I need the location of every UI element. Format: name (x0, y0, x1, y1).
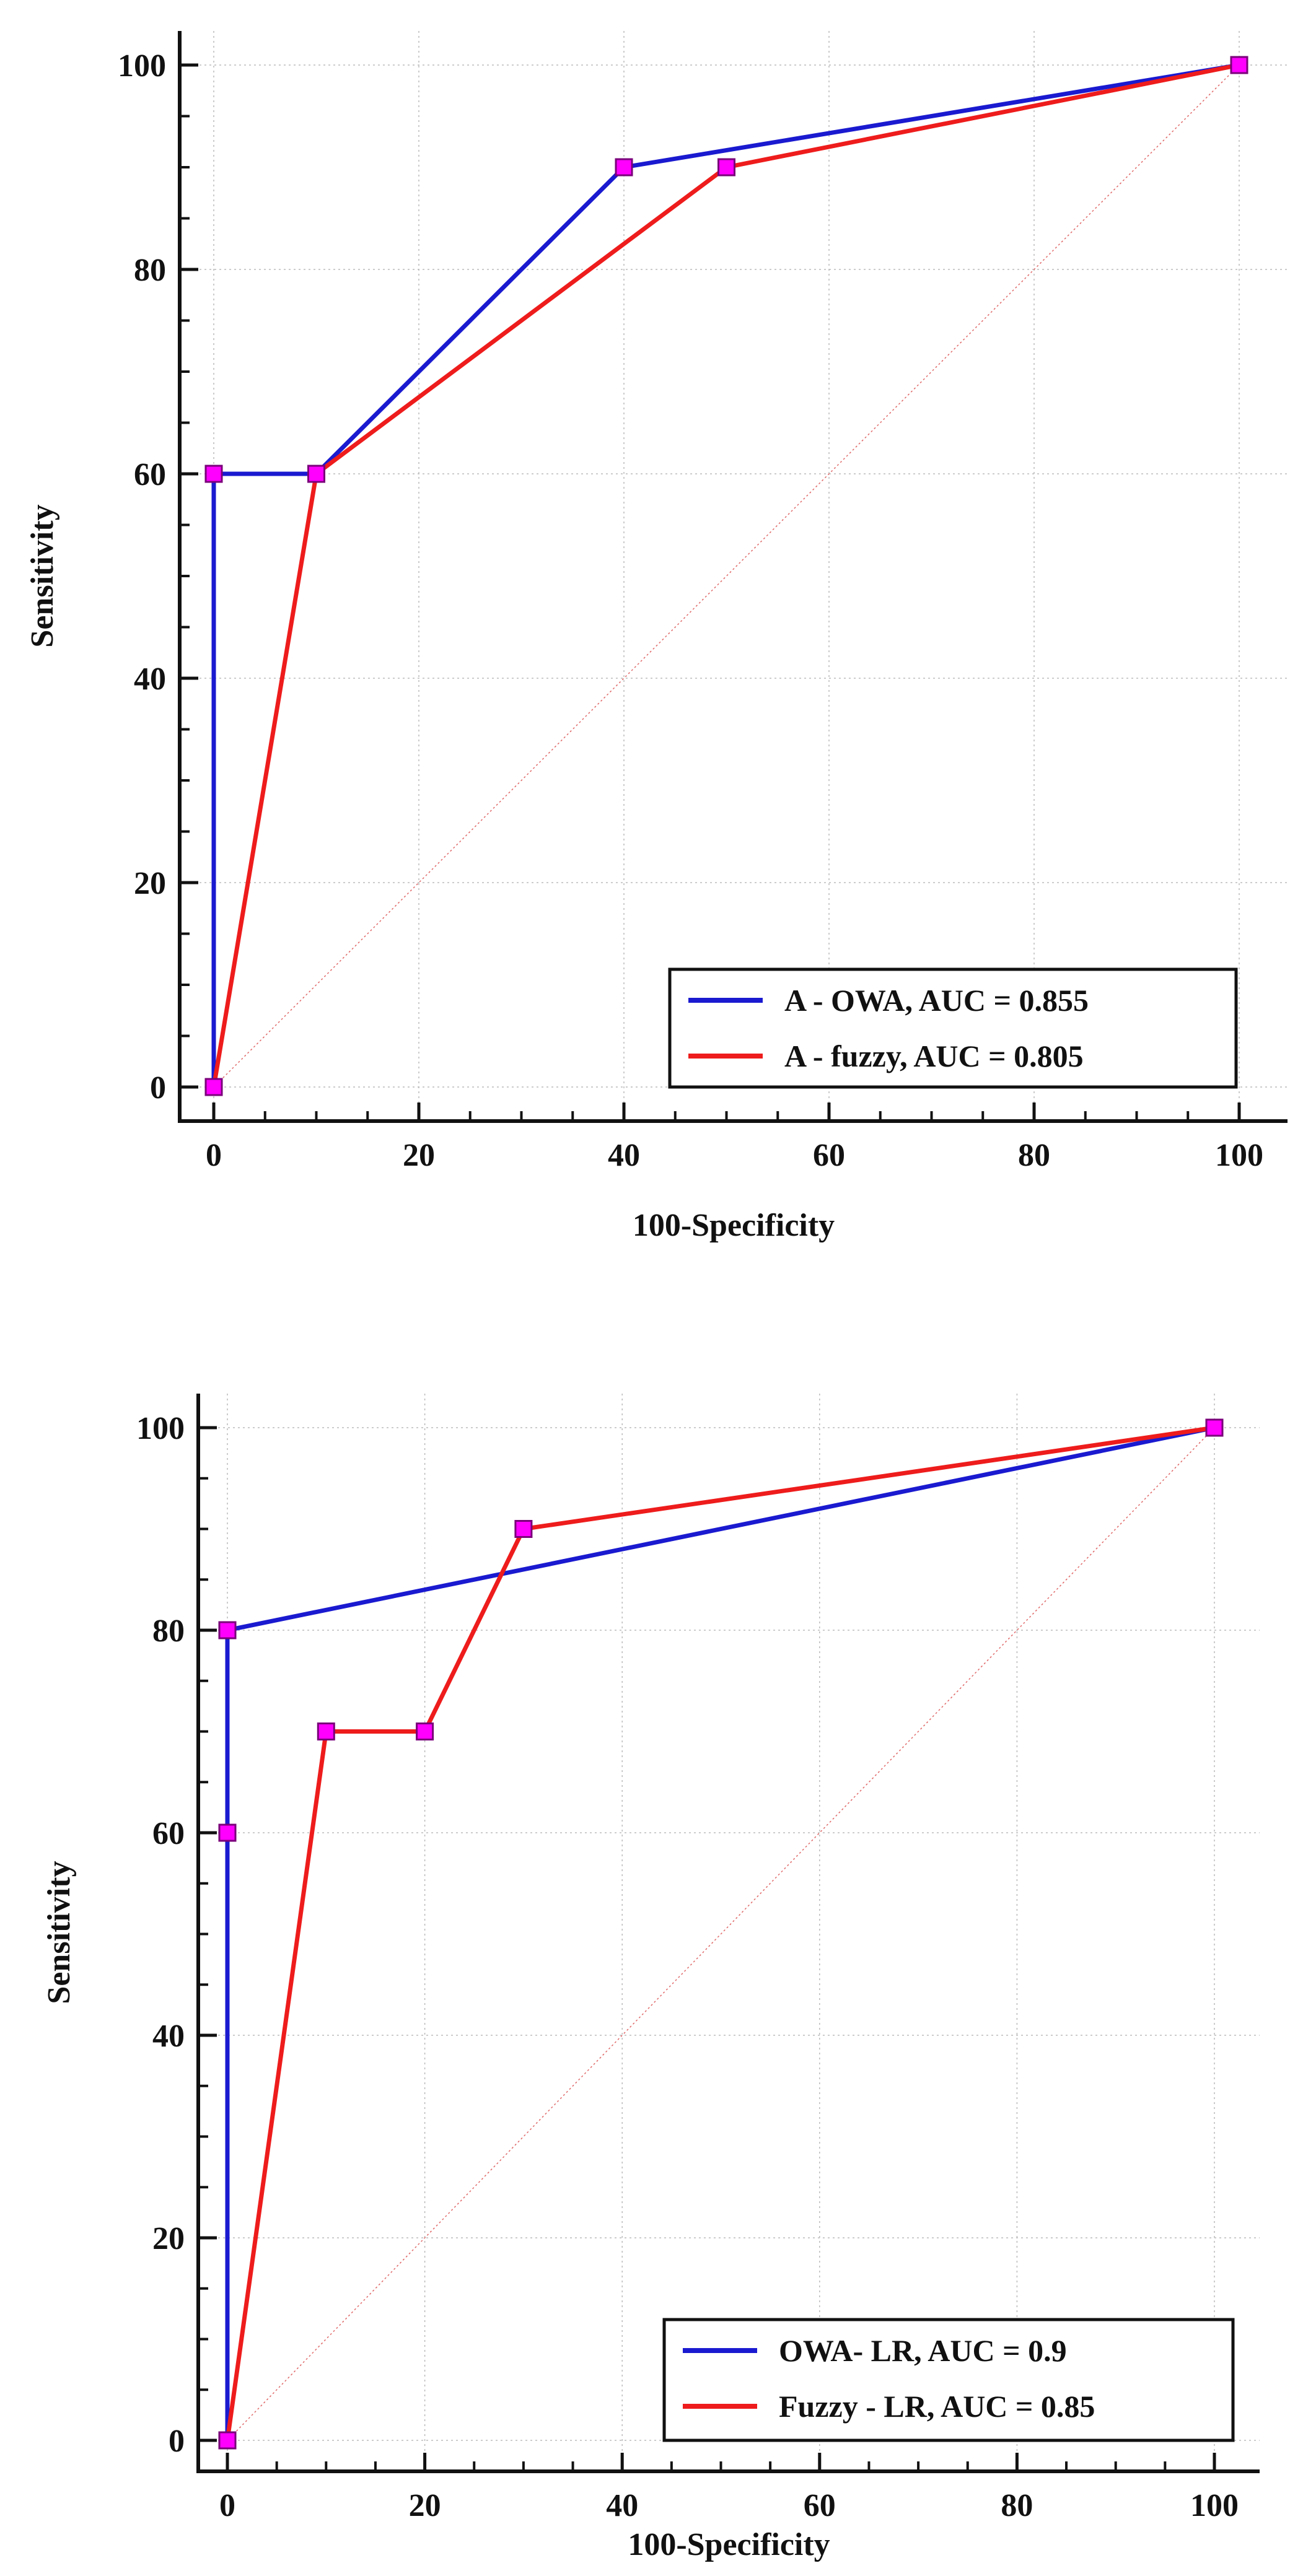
reference-diagonal (213, 64, 1240, 1088)
data-point-marker (218, 1621, 237, 1639)
x-axis-title: 100-Specificity (633, 1208, 835, 1243)
y-axis-title: Sensitivity (25, 504, 60, 647)
x-tick-label: 100 (1190, 2488, 1239, 2523)
series-line-2 (211, 63, 1240, 1088)
data-point-marker (317, 1722, 335, 1740)
x-tick-label: 0 (206, 1138, 222, 1173)
y-tick-label: 0 (150, 1070, 166, 1106)
x-tick-label: 60 (804, 2488, 836, 2523)
data-point-marker (204, 1078, 223, 1096)
data-point-marker (204, 465, 223, 483)
y-axis-title: Sensitivity (42, 1861, 77, 2004)
legend-box (668, 967, 1238, 1089)
y-tick-label: 20 (134, 866, 166, 901)
data-point-marker (717, 158, 735, 177)
legend: A - OWA, AUC = 0.855 A - fuzzy, AUC = 0.8… (668, 967, 1238, 1089)
x-tick-label: 20 (409, 2488, 441, 2523)
x-tick-label: 100 (1215, 1138, 1263, 1173)
y-tick-label: 0 (169, 2424, 185, 2459)
legend-label-2: Fuzzy - LR, AUC = 0.85 (779, 2389, 1095, 2424)
y-tick-label: 20 (152, 2221, 185, 2256)
y-tick-label: 80 (134, 253, 166, 288)
data-point-marker (218, 2431, 237, 2450)
x-tick-label: 40 (608, 1138, 640, 1173)
x-tick-label: 60 (813, 1138, 845, 1173)
roc-chart-1: 0 20 40 60 80 100 0 20 40 60 80 100 100-Specificity S… (25, 31, 1288, 1243)
x-tick-label: 80 (1018, 1138, 1050, 1173)
y-tick-label: 100 (118, 48, 166, 84)
x-tick-label: 80 (1001, 2488, 1033, 2523)
x-axis-title: 100-Specificity (628, 2527, 830, 2562)
data-point-marker (218, 1823, 237, 1842)
data-point-marker (307, 465, 325, 483)
legend-label-1: OWA- LR, AUC = 0.9 (779, 2333, 1067, 2368)
roc-chart-2: 0 20 40 60 80 100 0 20 40 60 80 100 100-Specificity S… (42, 1394, 1260, 2562)
reference-diagonal (227, 1427, 1215, 2441)
data-point-marker (416, 1722, 434, 1740)
y-tick-label: 60 (134, 457, 166, 492)
series-line-1 (225, 1425, 1215, 2440)
legend-box (662, 2318, 1235, 2442)
legend-label-1: A - OWA, AUC = 0.855 (784, 983, 1089, 1018)
data-point-marker (514, 1520, 533, 1538)
y-tick-label: 40 (152, 2019, 185, 2054)
y-tick-label: 40 (134, 661, 166, 697)
x-tick-label: 40 (606, 2488, 638, 2523)
y-tick-label: 100 (136, 1411, 185, 1446)
legend-label-2: A - fuzzy, AUC = 0.805 (784, 1039, 1084, 1073)
x-tick-label: 0 (219, 2488, 235, 2523)
legend: OWA- LR, AUC = 0.9 Fuzzy - LR, AUC = 0.85 (662, 2318, 1235, 2442)
data-point-marker (1230, 56, 1248, 74)
data-point-marker (1205, 1418, 1224, 1437)
data-point-marker (615, 158, 633, 177)
y-tick-label: 80 (152, 1613, 185, 1649)
y-tick-label: 60 (152, 1816, 185, 1851)
x-tick-label: 20 (403, 1138, 435, 1173)
